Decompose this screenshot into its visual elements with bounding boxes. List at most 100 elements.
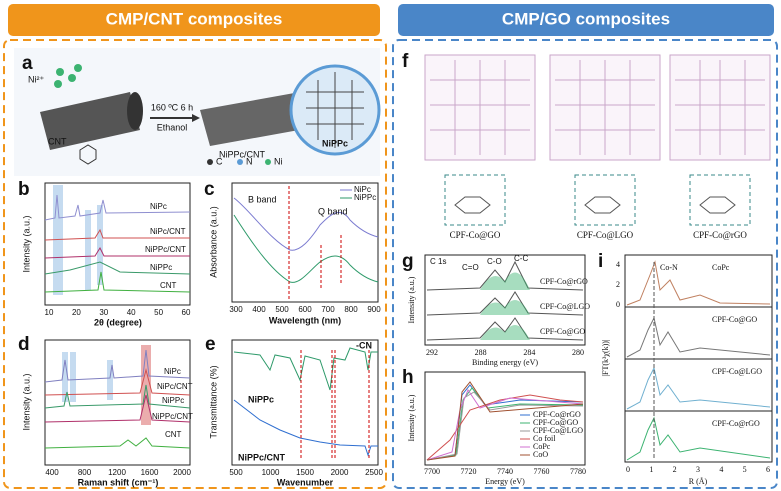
x-tick-label: 40 — [127, 308, 136, 317]
trace-label: NiPc/CNT — [150, 227, 186, 236]
trace-label: CPF-Co@GO — [712, 315, 757, 324]
legend-item: CPF-Co@LGO — [533, 426, 583, 435]
x-tick-label: 0 — [626, 465, 630, 474]
solvent: Ethanol — [157, 122, 188, 132]
highlight — [97, 205, 103, 285]
x-tick-label: 1600 — [141, 468, 159, 477]
x-axis-label: 2θ (degree) — [94, 317, 142, 327]
reference-line — [300, 350, 370, 460]
x-tick-label: 900 — [367, 305, 381, 314]
legend-item: CoPc — [533, 442, 551, 451]
x-tick-label: 2000 — [173, 468, 191, 477]
trace-label: NiPPc/CNT — [145, 245, 186, 254]
y-axis-label: Intensity (a.u.) — [21, 373, 31, 430]
structures — [424, 54, 771, 226]
x-tick-label: 288 — [475, 348, 487, 357]
trace-label: CPF-Co@rGO — [540, 277, 588, 286]
plot-frame — [231, 339, 379, 466]
plot-frame — [231, 182, 379, 303]
left-header-bg — [8, 4, 380, 36]
sample-label: CPF-Co@rGO — [693, 230, 747, 240]
panel-letter: a — [22, 53, 33, 74]
condition: 160 ºC 6 h — [151, 102, 193, 112]
right-box — [392, 39, 778, 489]
panel-letter: e — [205, 334, 216, 355]
trace-label: CPF-Co@LGO — [712, 367, 762, 376]
trace-label: NiPPc — [248, 394, 274, 404]
legend-item: CPF-Co@GO — [533, 418, 578, 427]
y-tick-label: 4 — [616, 260, 620, 269]
trace-label: NiPc — [150, 202, 167, 211]
x-tick-label: 3 — [696, 465, 700, 474]
y-tick-label: 2 — [616, 280, 620, 289]
product-label: NiPPc/CNT — [219, 149, 266, 159]
annotation: Co-N — [660, 263, 678, 272]
x-tick-label: 7720 — [461, 467, 477, 476]
right-header: CMP/GO composites — [502, 9, 670, 28]
x-tick-label: 1000 — [262, 468, 280, 477]
x-axis-label: Energy (eV) — [485, 477, 525, 486]
plot-frame — [424, 371, 586, 466]
x-tick-label: 800 — [344, 305, 358, 314]
x-tick-label: 1500 — [296, 468, 314, 477]
x-tick-label: 60 — [182, 308, 191, 317]
trace-label: NiPc/CNT — [157, 382, 193, 391]
trace-label: NiPPc — [162, 396, 184, 405]
x-tick-label: 2000 — [331, 468, 349, 477]
legend-item: CoO — [533, 450, 548, 459]
panel-letter: i — [598, 251, 603, 272]
right-header-bg — [398, 4, 774, 36]
panel-letter: d — [18, 334, 30, 355]
y-axis-label: |FT(k³χ(k))| — [601, 339, 610, 376]
trace-label: CPF-Co@rGO — [712, 419, 760, 428]
x-tick-label: 500 — [229, 468, 243, 477]
trace-label: CPF-Co@GO — [540, 327, 585, 336]
legend-item: NiPc — [354, 185, 371, 194]
panel-letter: g — [402, 251, 414, 272]
peak-label: C=O — [462, 263, 479, 272]
x-axis-label: Wavelength (nm) — [269, 315, 341, 325]
x-tick-label: 30 — [99, 308, 108, 317]
panel-letter: f — [402, 51, 409, 72]
trace-label: CPF-Co@LGO — [540, 302, 590, 311]
highlight — [85, 210, 91, 290]
x-tick-label: 280 — [572, 348, 584, 357]
highlight — [107, 360, 113, 400]
x-tick-label: 6 — [766, 465, 770, 474]
y-axis-label: Intensity (a.u.) — [21, 215, 31, 272]
x-tick-label: 700 — [321, 305, 335, 314]
x-tick-label: 1 — [649, 465, 653, 474]
x-axis-label: Wavenumber — [277, 477, 334, 487]
annotation: B band — [248, 194, 277, 204]
y-axis-label: Intensity (a.u.) — [407, 276, 416, 323]
trace-label: CNT — [165, 430, 182, 439]
legend-item: Co foil — [533, 434, 556, 443]
x-axis-label: R (Å) — [689, 477, 708, 486]
x-tick-label: 7700 — [424, 467, 440, 476]
x-tick-label: 284 — [523, 348, 535, 357]
trace-label: NiPPc — [150, 263, 172, 272]
x-tick-label: 292 — [426, 348, 438, 357]
plot-frame — [44, 339, 191, 466]
x-tick-label: 7740 — [497, 467, 513, 476]
x-tick-label: 7760 — [534, 467, 550, 476]
y-axis-label: Intensity (a.u.) — [407, 394, 416, 441]
x-tick-label: 5 — [743, 465, 747, 474]
polymer-label: NiPPc — [322, 138, 348, 148]
panel-letter: h — [402, 367, 414, 388]
sample-label: CPF-Co@LGO — [577, 230, 634, 240]
panel-title: C 1s — [430, 257, 446, 266]
x-tick-label: 800 — [78, 468, 92, 477]
highlight — [62, 352, 68, 402]
y-axis-label: Absorbance (a.u.) — [208, 206, 218, 278]
cnt-tube — [40, 64, 381, 165]
y-tick-label: 0 — [616, 300, 620, 309]
left-box — [3, 39, 387, 489]
highlight — [53, 185, 63, 295]
legend-item: N — [246, 156, 253, 166]
x-tick-label: 10 — [45, 308, 54, 317]
x-tick-label: 1200 — [108, 468, 126, 477]
plot-frame — [424, 254, 586, 346]
left-header: CMP/CNT composites — [106, 9, 283, 28]
